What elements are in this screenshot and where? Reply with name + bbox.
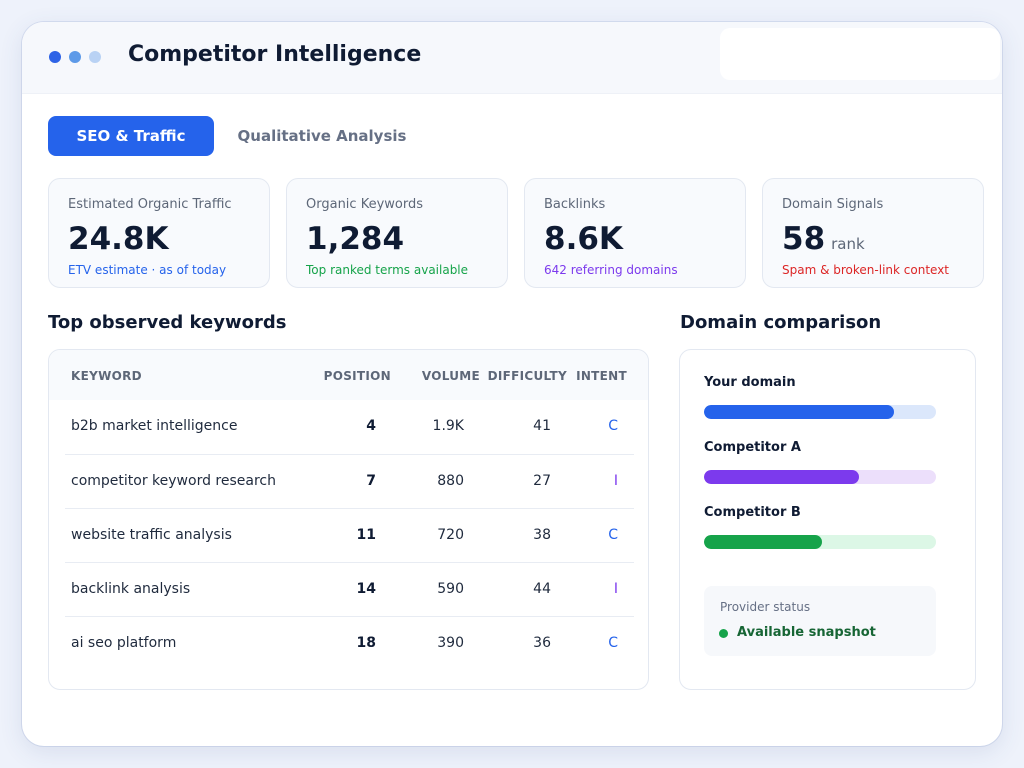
metric-sub: ETV estimate · as of today <box>68 263 227 277</box>
title-bar: Competitor Intelligence <box>22 22 1002 94</box>
comparison-bar-fill <box>704 470 859 484</box>
metric-value: 58 rank <box>782 221 865 257</box>
position-cell: 18 <box>356 635 376 651</box>
comparison-label: Competitor B <box>704 505 801 520</box>
tab-qualitative-analysis[interactable]: Qualitative Analysis <box>237 127 407 145</box>
keyword-cell: ai seo platform <box>71 635 177 651</box>
window-dot-icon <box>49 51 61 63</box>
metric-value-number: 58 <box>782 221 826 257</box>
column-header-difficulty: DIFFICULTY <box>487 369 567 383</box>
position-cell: 7 <box>366 473 376 489</box>
column-header-keyword: KEYWORD <box>71 369 142 383</box>
metric-label: Estimated Organic Traffic <box>68 197 232 212</box>
metric-sub: Top ranked terms available <box>306 263 469 277</box>
volume-cell: 720 <box>437 527 464 543</box>
position-cell: 4 <box>366 418 376 434</box>
intent-cell: C <box>608 635 618 651</box>
metric-unit: rank <box>831 235 865 253</box>
keyword-cell: competitor keyword research <box>71 473 276 489</box>
column-header-position: POSITION <box>323 369 391 383</box>
window-dot-icon <box>89 51 101 63</box>
table-row[interactable]: ai seo platform 18 390 36 C <box>65 616 634 670</box>
domain-comparison-panel: Your domain Competitor A Competitor B Prov… <box>679 349 976 690</box>
difficulty-cell: 38 <box>533 527 551 543</box>
app-title: Competitor Intelligence <box>128 42 422 67</box>
difficulty-cell: 41 <box>533 418 551 434</box>
intent-cell: I <box>613 581 618 597</box>
metric-card-organic-traffic: Estimated Organic Traffic 24.8K ETV esti… <box>48 178 270 288</box>
provider-status-text: Available snapshot <box>737 625 876 640</box>
difficulty-cell: 36 <box>533 635 551 651</box>
metric-value: 24.8K <box>68 221 169 257</box>
keyword-cell: backlink analysis <box>71 581 191 597</box>
comparison-bar-fill <box>704 535 822 549</box>
metric-card-domain-signals: Domain Signals 58 rank Spam & broken-link… <box>762 178 984 288</box>
provider-status-label: Provider status <box>720 600 811 614</box>
metric-label: Organic Keywords <box>306 197 423 212</box>
metric-value-number: 8.6K <box>544 221 623 257</box>
table-row[interactable]: b2b market intelligence 4 1.9K 41 C <box>65 400 634 454</box>
keyword-cell: b2b market intelligence <box>71 418 238 434</box>
keywords-section-title: Top observed keywords <box>48 312 287 333</box>
comparison-bar-track <box>704 535 936 549</box>
table-row[interactable]: backlink analysis 14 590 44 I <box>65 562 634 616</box>
column-header-volume: VOLUME <box>421 369 480 383</box>
column-header-intent: INTENT <box>576 369 627 383</box>
comparison-bar-track <box>704 470 936 484</box>
table-row[interactable]: website traffic analysis 11 720 38 C <box>65 508 634 562</box>
status-dot-icon <box>719 629 728 638</box>
tab-seo-traffic[interactable]: SEO & Traffic <box>48 116 214 156</box>
intent-cell: C <box>608 418 618 434</box>
comparison-bar-track <box>704 405 936 419</box>
window-dot-icon <box>69 51 81 63</box>
keywords-table: KEYWORD POSITION VOLUME DIFFICULTY INTEN… <box>48 349 649 690</box>
title-bar-search-area[interactable] <box>720 28 1000 80</box>
volume-cell: 880 <box>437 473 464 489</box>
difficulty-cell: 44 <box>533 581 551 597</box>
metric-sub: 642 referring domains <box>544 263 678 277</box>
comparison-bar-fill <box>704 405 894 419</box>
position-cell: 14 <box>356 581 376 597</box>
metric-value-number: 24.8K <box>68 221 169 257</box>
position-cell: 11 <box>356 527 376 543</box>
difficulty-cell: 27 <box>533 473 551 489</box>
keyword-cell: website traffic analysis <box>71 527 232 543</box>
table-row[interactable]: competitor keyword research 7 880 27 I <box>65 454 634 508</box>
table-header: KEYWORD POSITION VOLUME DIFFICULTY INTEN… <box>49 350 648 400</box>
metric-value-number: 1,284 <box>306 221 405 257</box>
volume-cell: 390 <box>437 635 464 651</box>
intent-cell: C <box>608 527 618 543</box>
metric-value: 8.6K <box>544 221 623 257</box>
metric-label: Backlinks <box>544 197 606 212</box>
comparison-label: Competitor A <box>704 440 801 455</box>
comparison-label: Your domain <box>704 375 796 390</box>
metric-value: 1,284 <box>306 221 404 257</box>
metric-label: Domain Signals <box>782 197 884 212</box>
volume-cell: 1.9K <box>432 418 464 434</box>
provider-status-box: Provider status Available snapshot <box>704 586 936 656</box>
volume-cell: 590 <box>437 581 464 597</box>
comparison-section-title: Domain comparison <box>680 312 882 333</box>
app-window: Competitor Intelligence SEO & Traffic Qu… <box>22 22 1002 746</box>
metric-card-backlinks: Backlinks 8.6K 642 referring domains <box>524 178 746 288</box>
intent-cell: I <box>613 473 618 489</box>
metric-sub: Spam & broken-link context <box>782 263 949 277</box>
metric-card-organic-keywords: Organic Keywords 1,284 Top ranked terms … <box>286 178 508 288</box>
